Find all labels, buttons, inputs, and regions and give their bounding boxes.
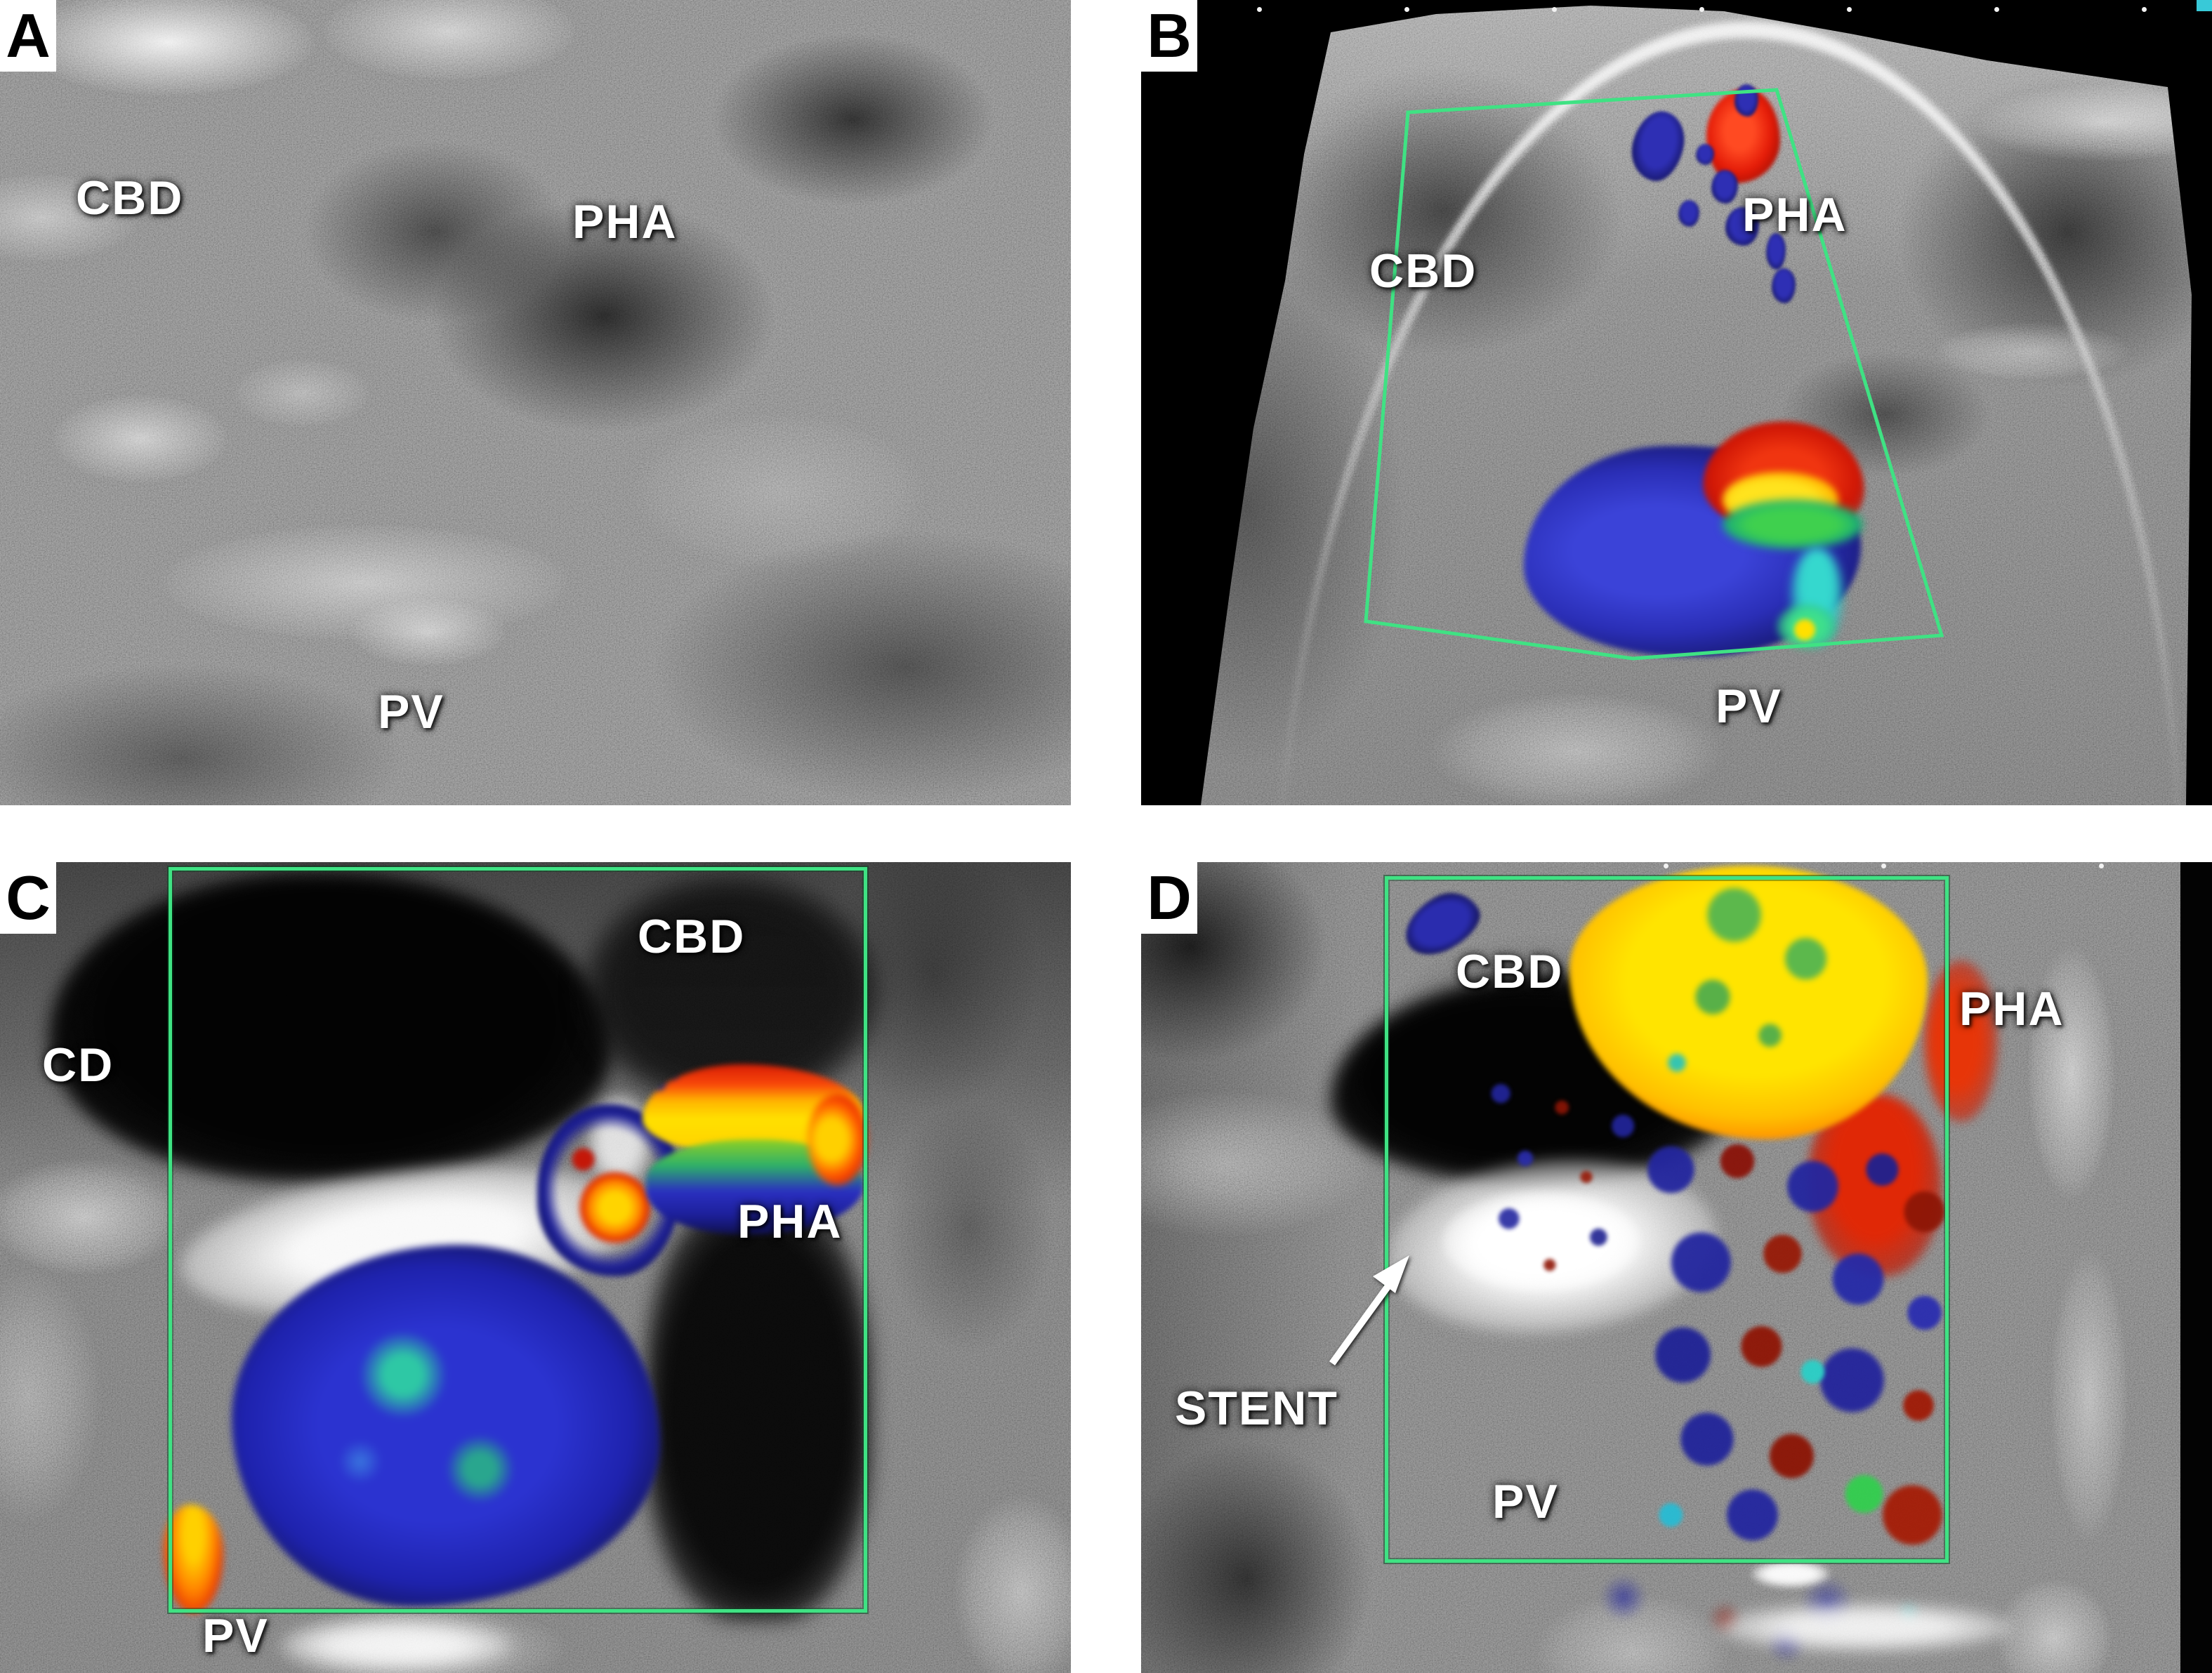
label-pha: PHA (572, 195, 678, 249)
panel-d-color-doppler-ultrasound: CBD PHA STENT PV D (1141, 862, 2212, 1673)
label-pv: PV (1716, 680, 1782, 733)
roi-box (1364, 88, 1944, 661)
stent-arrow (1329, 1255, 1409, 1365)
label-cbd: CBD (76, 171, 184, 225)
orientation-marker (2197, 0, 2212, 11)
label-pv: PV (378, 685, 445, 739)
panel-letter-c-text: C (6, 863, 51, 932)
panel-letter-b: B (1141, 0, 1197, 72)
label-pha: PHA (737, 1195, 843, 1248)
panel-letter-b-text: B (1147, 1, 1192, 70)
panel-letter-d-text: D (1147, 863, 1192, 932)
label-cbd: CBD (1369, 244, 1477, 298)
label-pv: PV (202, 1609, 269, 1662)
label-pha: PHA (1742, 188, 1848, 242)
panel-letter-d: D (1141, 862, 1197, 934)
panel-a-tissue-texture (0, 0, 1071, 805)
panel-a-grayscale-ultrasound: CBD PHA PV A (0, 0, 1071, 805)
label-cbd: CBD (638, 910, 746, 963)
panel-letter-a-text: A (6, 1, 51, 70)
panel-b-color-doppler-ultrasound: CBD PHA PV B (1141, 0, 2212, 805)
panel-letter-c: C (0, 862, 56, 934)
label-cd: CD (42, 1038, 114, 1092)
panel-c-color-doppler-ultrasound: CD CBD PHA PV C (0, 862, 1071, 1673)
panel-letter-a: A (0, 0, 56, 72)
